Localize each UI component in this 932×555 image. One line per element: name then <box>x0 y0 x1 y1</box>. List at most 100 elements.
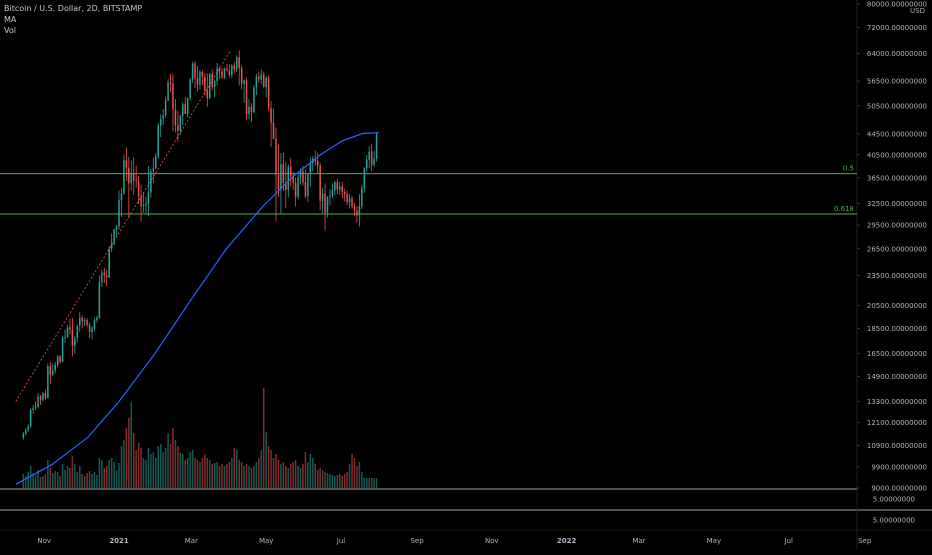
volume-bar <box>79 466 81 488</box>
volume-bar <box>211 464 213 488</box>
candle-body <box>54 364 56 371</box>
candle-body <box>137 181 140 197</box>
volume-bar <box>309 454 312 488</box>
price-axis-tick-label: 44500.00000000 <box>867 130 927 138</box>
candle-body <box>280 164 282 190</box>
candle-body <box>105 275 108 278</box>
candle-body <box>135 180 137 182</box>
volume-bar <box>361 472 363 488</box>
candle-body <box>282 164 285 183</box>
candle-body <box>287 166 290 190</box>
candle-body <box>329 195 331 197</box>
candle-body <box>201 71 204 77</box>
volume-bar <box>81 474 83 488</box>
candle-body <box>44 393 47 399</box>
volume-bar <box>108 460 110 488</box>
candle-body <box>324 193 326 213</box>
candle-body <box>370 151 373 165</box>
candle-body <box>346 194 348 203</box>
volume-bar <box>83 476 86 488</box>
candle-body <box>309 163 312 175</box>
candle-body <box>253 87 255 113</box>
candle-body <box>189 79 191 99</box>
candle-body <box>81 317 83 322</box>
candle-body <box>196 77 199 85</box>
volume-bar <box>44 474 47 488</box>
candle-body <box>248 106 250 114</box>
time-axis-label: May <box>707 537 721 545</box>
volume-bar <box>272 458 275 488</box>
price-axis-tick-label: 72000.00000000 <box>867 24 927 32</box>
candle-body <box>98 282 101 318</box>
candle-body <box>157 125 159 157</box>
candle-body <box>91 328 93 332</box>
candle-body <box>191 63 194 80</box>
candle-body <box>64 336 66 339</box>
volume-bar <box>194 458 196 488</box>
candle-body <box>142 204 145 207</box>
candle-body <box>174 109 177 126</box>
volume-bar <box>184 460 186 488</box>
volume-bar <box>216 462 218 488</box>
time-axis-label: Sep <box>858 537 872 545</box>
volume-bar <box>152 452 155 488</box>
volume-bar <box>341 476 343 488</box>
volume-bar <box>34 475 37 488</box>
candle-body <box>228 70 231 75</box>
candle-body <box>243 80 245 84</box>
candle-body <box>93 320 96 329</box>
volume-bar <box>157 446 159 488</box>
candle-body <box>223 68 226 78</box>
volume-bar <box>218 466 221 488</box>
candle-body <box>88 324 91 332</box>
volume-bar <box>140 448 142 488</box>
candle-body <box>238 57 240 68</box>
volume-bar <box>282 462 285 488</box>
candle-body <box>314 158 316 161</box>
volume-bar <box>76 472 79 488</box>
candle-body <box>206 90 209 99</box>
volume-bar <box>243 466 245 488</box>
candle-body <box>155 156 157 169</box>
candle-body <box>260 74 263 80</box>
volume-bar <box>329 474 331 488</box>
symbol-title: Bitcoin / U.S. Dollar, 2D, BITSTAMP <box>4 4 143 13</box>
volume-bar <box>339 474 341 488</box>
volume-bar <box>260 450 263 488</box>
volume-bar <box>245 464 248 488</box>
volume-bar <box>25 476 27 488</box>
volume-bar <box>174 440 177 488</box>
volume-bar <box>326 473 329 488</box>
volume-bar <box>201 458 204 488</box>
volume-bar <box>27 472 29 488</box>
candle-body <box>120 193 123 201</box>
candle-body <box>319 165 321 201</box>
volume-bar <box>275 454 277 488</box>
candle-body <box>110 243 113 249</box>
candle-body <box>356 210 358 216</box>
candle-body <box>113 229 115 244</box>
candle-body <box>147 192 150 204</box>
candle-body <box>101 272 103 283</box>
volume-bar <box>292 462 294 488</box>
candle-body <box>130 173 133 184</box>
volume-bar <box>61 464 64 488</box>
volume-bar <box>285 466 287 488</box>
candle-body <box>262 74 265 88</box>
candle-body <box>272 122 275 139</box>
candle-body <box>182 104 184 116</box>
candle-body <box>302 171 304 183</box>
volume-bar <box>182 454 184 488</box>
candle-body <box>123 160 125 194</box>
volume-bar <box>213 463 216 488</box>
candle-body <box>79 317 81 326</box>
price-axis-tick-label: 40500.00000000 <box>867 151 927 159</box>
volume-bar <box>270 450 272 488</box>
volume-bar <box>226 464 228 488</box>
volume-bar <box>336 475 339 488</box>
candle-body <box>108 248 110 278</box>
volume-bar <box>373 478 375 488</box>
volume-bar <box>128 418 130 488</box>
